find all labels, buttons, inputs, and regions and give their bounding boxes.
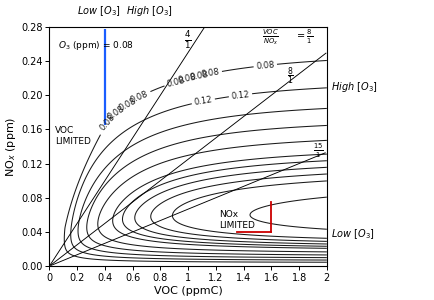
- X-axis label: VOC (ppmC): VOC (ppmC): [153, 286, 222, 296]
- Text: VOC
LIMITED: VOC LIMITED: [55, 126, 91, 146]
- Text: $\frac{VOC}{NO_x}$: $\frac{VOC}{NO_x}$: [261, 27, 278, 47]
- Text: $Low\ [O_3]$: $Low\ [O_3]$: [330, 227, 374, 241]
- Text: 0.12: 0.12: [193, 95, 213, 107]
- Text: 0.08: 0.08: [129, 89, 149, 105]
- Text: $Low\ [O_3]$: $Low\ [O_3]$: [77, 4, 121, 18]
- Text: NOx
LIMITED: NOx LIMITED: [218, 210, 254, 230]
- Text: $High\ [O_3]$: $High\ [O_3]$: [125, 4, 172, 18]
- Text: 0.12: 0.12: [230, 90, 250, 101]
- Text: 0.08: 0.08: [117, 96, 137, 113]
- Text: $= \frac{8}{1}$: $= \frac{8}{1}$: [294, 28, 312, 46]
- Text: 0.08: 0.08: [105, 104, 126, 122]
- Text: 0.08: 0.08: [177, 73, 197, 85]
- Text: 0.08: 0.08: [98, 112, 116, 133]
- Text: $\frac{4}{1}$: $\frac{4}{1}$: [184, 29, 191, 51]
- Text: 0.08: 0.08: [188, 70, 208, 82]
- Y-axis label: NO$_x$ (ppm): NO$_x$ (ppm): [4, 116, 18, 177]
- Text: $O_3$ (ppm) = 0.08: $O_3$ (ppm) = 0.08: [58, 39, 134, 52]
- Text: 0.08: 0.08: [200, 68, 220, 80]
- Text: 0.08: 0.08: [255, 60, 274, 71]
- Text: 0.08: 0.08: [165, 76, 185, 89]
- Text: $\frac{15}{1}$: $\frac{15}{1}$: [312, 142, 323, 160]
- Text: $\frac{8}{1}$: $\frac{8}{1}$: [286, 66, 293, 87]
- Text: $High\ [O_3]$: $High\ [O_3]$: [330, 80, 377, 94]
